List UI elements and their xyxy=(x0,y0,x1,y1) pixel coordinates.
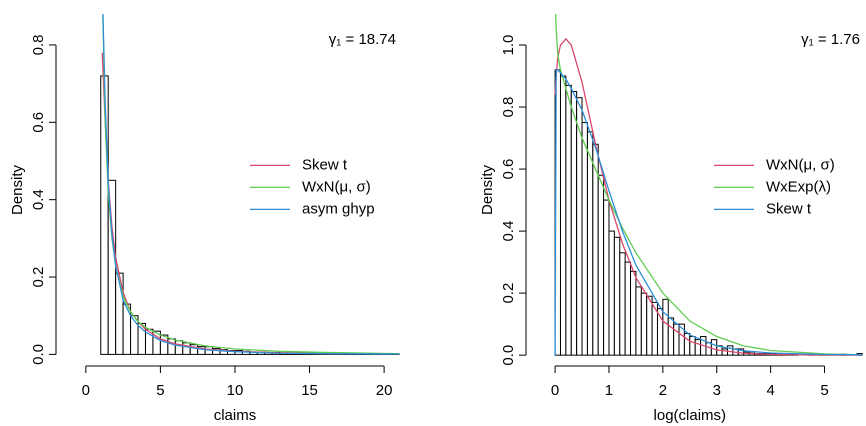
histogram-bar xyxy=(635,286,642,356)
x-axis-label: log(claims) xyxy=(654,407,727,424)
y-axis-label: Density xyxy=(9,164,26,215)
y-tick-label: 0.2 xyxy=(30,267,47,288)
histogram-bar xyxy=(689,336,696,356)
y-tick-label: 1.0 xyxy=(500,35,517,56)
density-curve xyxy=(102,14,400,355)
histogram-bar xyxy=(673,323,680,356)
x-tick-label: 15 xyxy=(301,382,318,399)
y-tick-label: 0.4 xyxy=(500,221,517,242)
histogram-bar xyxy=(159,334,169,355)
histogram-bar xyxy=(174,340,184,355)
x-tick-label: 0 xyxy=(82,382,90,399)
x-tick-label: 2 xyxy=(659,382,667,399)
histogram-bar xyxy=(646,295,653,356)
x-tick-label: 0 xyxy=(551,382,559,399)
legend-label: WxN(μ, σ) xyxy=(302,178,371,195)
density-curve xyxy=(554,14,863,356)
histogram-bar xyxy=(608,230,615,356)
histogram-bar xyxy=(182,342,191,355)
density-curve xyxy=(554,37,863,356)
legend-label: Skew t xyxy=(766,200,812,217)
histogram-bar xyxy=(624,261,632,356)
histogram-bar xyxy=(630,270,637,356)
density-curve xyxy=(554,69,863,356)
y-tick-label: 0.0 xyxy=(500,345,517,366)
x-tick-label: 5 xyxy=(156,382,164,399)
legend-label: asym ghyp xyxy=(302,200,375,217)
histogram-bar xyxy=(586,131,594,356)
histogram-bar xyxy=(721,348,729,356)
x-tick-label: 20 xyxy=(376,382,393,399)
histogram-bar xyxy=(592,143,599,356)
legend-label: WxN(μ, σ) xyxy=(766,156,835,173)
histogram-bar xyxy=(597,174,605,356)
y-tick-label: 0.6 xyxy=(500,159,517,180)
histogram-bar xyxy=(694,339,702,356)
curves xyxy=(101,14,400,355)
curves xyxy=(554,14,863,356)
histogram-bar xyxy=(640,292,648,356)
panel: 0 1 2 3 4 5 0.0 0.2 0.4 0.6 0.8 1.0 log(claims) Densi… xyxy=(479,14,863,424)
histogram-bar xyxy=(570,91,578,356)
y-tick-label: 0.0 xyxy=(30,344,47,365)
histogram-bar xyxy=(559,75,567,356)
histogram-bar xyxy=(122,303,132,355)
annotation: γ₁ = 18.74 xyxy=(329,31,396,48)
histogram-bar xyxy=(705,342,712,356)
y-tick-label: 0.8 xyxy=(500,97,517,118)
x-tick-label: 3 xyxy=(713,382,721,399)
x-tick-label: 10 xyxy=(227,382,244,399)
y-axis-label: Density xyxy=(479,164,496,215)
histogram-bar xyxy=(581,122,588,356)
histogram-bar xyxy=(603,199,610,356)
density-curve xyxy=(102,14,400,355)
y-tick-label: 0.6 xyxy=(30,112,47,133)
histogram-bar xyxy=(710,339,718,356)
x-tick-label: 5 xyxy=(820,382,828,399)
y-tick-label: 0.4 xyxy=(30,189,47,210)
panel: 0 5 10 15 20 0.0 0.2 0.4 0.6 0.8 claims Density γ₁ =… xyxy=(9,14,400,424)
histogram-bar xyxy=(667,317,675,356)
histogram-bar xyxy=(683,332,691,356)
histogram-bar xyxy=(619,252,626,356)
annotation: γ₁ = 1.76 xyxy=(801,31,860,48)
y-tick-label: 0.2 xyxy=(500,283,517,304)
histogram-bar xyxy=(662,298,669,356)
legend-label: WxExp(λ) xyxy=(766,178,831,195)
histogram-bar xyxy=(727,345,734,356)
histogram-bar xyxy=(613,236,621,356)
x-tick-label: 4 xyxy=(766,382,774,399)
y-tick-label: 0.8 xyxy=(30,35,47,56)
x-axis-label: claims xyxy=(214,407,257,424)
legend-label: Skew t xyxy=(302,156,348,173)
x-tick-label: 1 xyxy=(605,382,613,399)
histogram-bar xyxy=(565,84,572,356)
